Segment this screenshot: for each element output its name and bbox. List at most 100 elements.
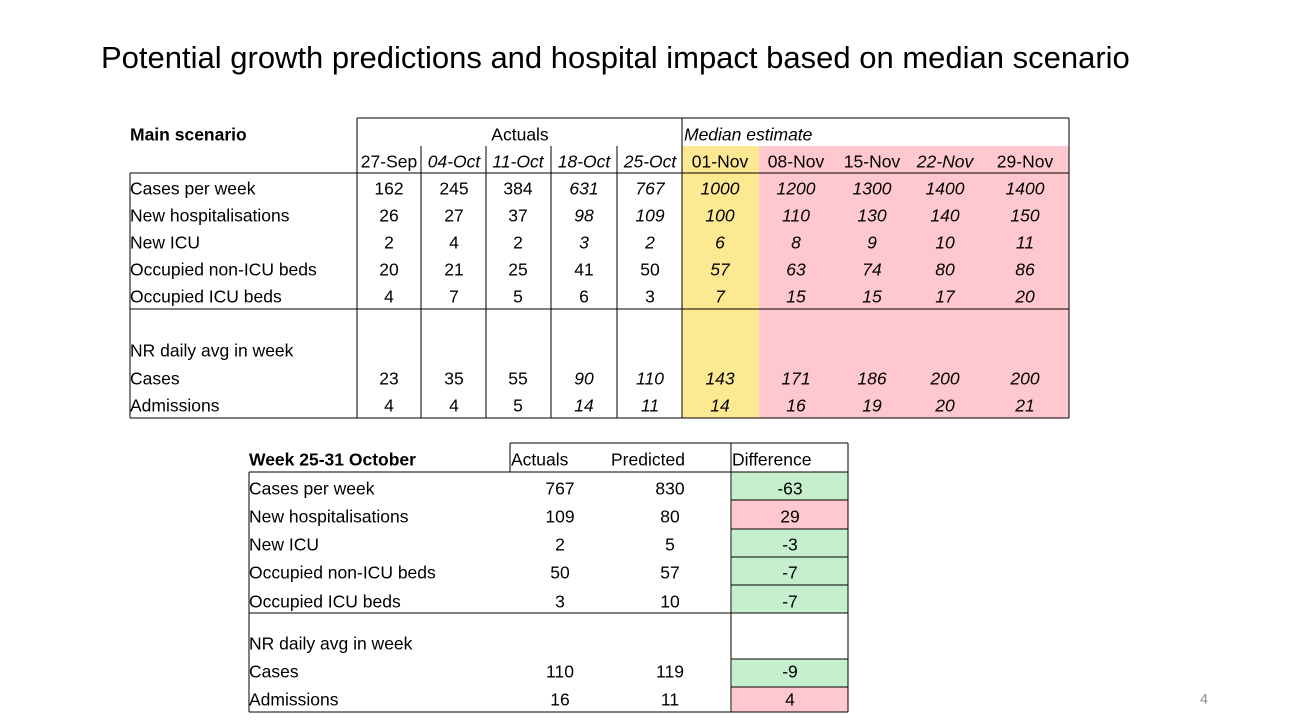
row-label: Cases xyxy=(249,662,299,682)
cell: 6 xyxy=(579,287,589,307)
column-header: 08-Nov xyxy=(768,152,825,172)
table-title: Week 25-31 October xyxy=(249,450,416,470)
cell: 11 xyxy=(1016,233,1034,253)
row-label: Admissions xyxy=(249,690,339,710)
column-header: 11-Oct xyxy=(492,152,544,172)
cell: 2 xyxy=(513,233,523,253)
cell: 119 xyxy=(656,662,684,682)
cell: 5 xyxy=(513,287,523,307)
cell: 109 xyxy=(545,507,574,527)
cell: 35 xyxy=(444,369,463,389)
cell: 4 xyxy=(449,233,459,253)
cell: 16 xyxy=(786,396,806,416)
cell: 10 xyxy=(660,592,680,612)
difference-cell xyxy=(732,472,848,500)
cell: 11 xyxy=(661,690,679,710)
cell: 20 xyxy=(379,260,399,280)
row-label: Cases per week xyxy=(249,479,375,499)
cell: 50 xyxy=(550,563,570,583)
cell: 9 xyxy=(867,233,877,253)
cell: -3 xyxy=(782,535,798,555)
column-header: 27-Sep xyxy=(361,152,417,172)
cell: 55 xyxy=(508,369,527,389)
cell: 8 xyxy=(791,233,801,253)
cell: 86 xyxy=(1015,260,1035,280)
cell: 17 xyxy=(935,287,956,307)
row-label: Admissions xyxy=(130,396,220,416)
column-header: 18-Oct xyxy=(558,152,612,172)
difference-cell xyxy=(732,585,848,613)
cell: 171 xyxy=(781,369,810,389)
cell: 7 xyxy=(449,287,459,307)
cell: 110 xyxy=(546,662,574,682)
cell: 16 xyxy=(550,690,569,710)
difference-cell xyxy=(732,529,848,557)
group-header: Actuals xyxy=(491,125,549,145)
cell: 20 xyxy=(934,396,955,416)
row-label: NR daily avg in week xyxy=(249,634,413,654)
cell: 140 xyxy=(930,206,959,226)
cell: 2 xyxy=(644,233,655,253)
cell: 20 xyxy=(1014,287,1035,307)
row-label: Cases per week xyxy=(130,179,256,199)
row-label: New ICU xyxy=(249,535,319,555)
cell: 27 xyxy=(444,206,463,226)
cell: 14 xyxy=(710,396,730,416)
cell: 80 xyxy=(935,260,955,280)
cell: 130 xyxy=(857,206,886,226)
cell: 5 xyxy=(513,396,523,416)
column-header: 25-Oct xyxy=(623,152,678,172)
cell: 19 xyxy=(862,396,882,416)
row-label: Cases xyxy=(130,369,180,389)
cell: 5 xyxy=(665,535,675,555)
column-header: 15-Nov xyxy=(844,152,901,172)
cell: -9 xyxy=(782,662,798,682)
cell: 57 xyxy=(710,260,731,280)
cell: 21 xyxy=(1014,396,1034,416)
slide-title: Potential growth predictions and hospita… xyxy=(101,40,1130,75)
cell: 29 xyxy=(780,507,799,527)
median-highlight xyxy=(682,146,759,418)
cell: 15 xyxy=(862,287,882,307)
column-header: Difference xyxy=(732,450,811,470)
column-header: 04-Oct xyxy=(428,152,482,172)
row-label: NR daily avg in week xyxy=(130,341,294,361)
cell: -7 xyxy=(782,563,798,583)
cell: 14 xyxy=(574,396,594,416)
cell: 90 xyxy=(574,369,594,389)
difference-cell xyxy=(732,659,848,687)
row-label: Occupied ICU beds xyxy=(249,592,401,612)
column-header: 01-Nov xyxy=(692,152,749,172)
row-label: New hospitalisations xyxy=(249,507,409,527)
cell: 37 xyxy=(508,206,527,226)
cell: 110 xyxy=(636,369,664,389)
cell: 74 xyxy=(862,260,882,280)
cell: 150 xyxy=(1010,206,1039,226)
cell: 21 xyxy=(444,260,463,280)
row-label: Occupied ICU beds xyxy=(130,287,282,307)
cell: 4 xyxy=(449,396,459,416)
cell: 384 xyxy=(503,179,532,199)
cell: 80 xyxy=(660,507,680,527)
row-label: New hospitalisations xyxy=(130,206,290,226)
row-label: New ICU xyxy=(130,233,200,253)
difference-cell xyxy=(732,557,848,585)
row-label: Occupied non-ICU beds xyxy=(130,260,317,280)
cell: 767 xyxy=(545,479,574,499)
cell: 10 xyxy=(935,233,955,253)
cell: 109 xyxy=(635,206,664,226)
cell: -7 xyxy=(782,592,798,612)
cell: 25 xyxy=(508,260,527,280)
cell: 7 xyxy=(715,287,726,307)
cell: 4 xyxy=(384,287,394,307)
difference-cell xyxy=(732,500,848,529)
cell: 1200 xyxy=(777,179,816,199)
cell: 63 xyxy=(786,260,806,280)
cell: 200 xyxy=(1009,369,1039,389)
cell: 57 xyxy=(660,563,679,583)
cell: 3 xyxy=(555,592,565,612)
difference-cell xyxy=(732,687,848,712)
column-header: 22-Nov xyxy=(916,152,975,172)
cell: 2 xyxy=(555,535,565,555)
